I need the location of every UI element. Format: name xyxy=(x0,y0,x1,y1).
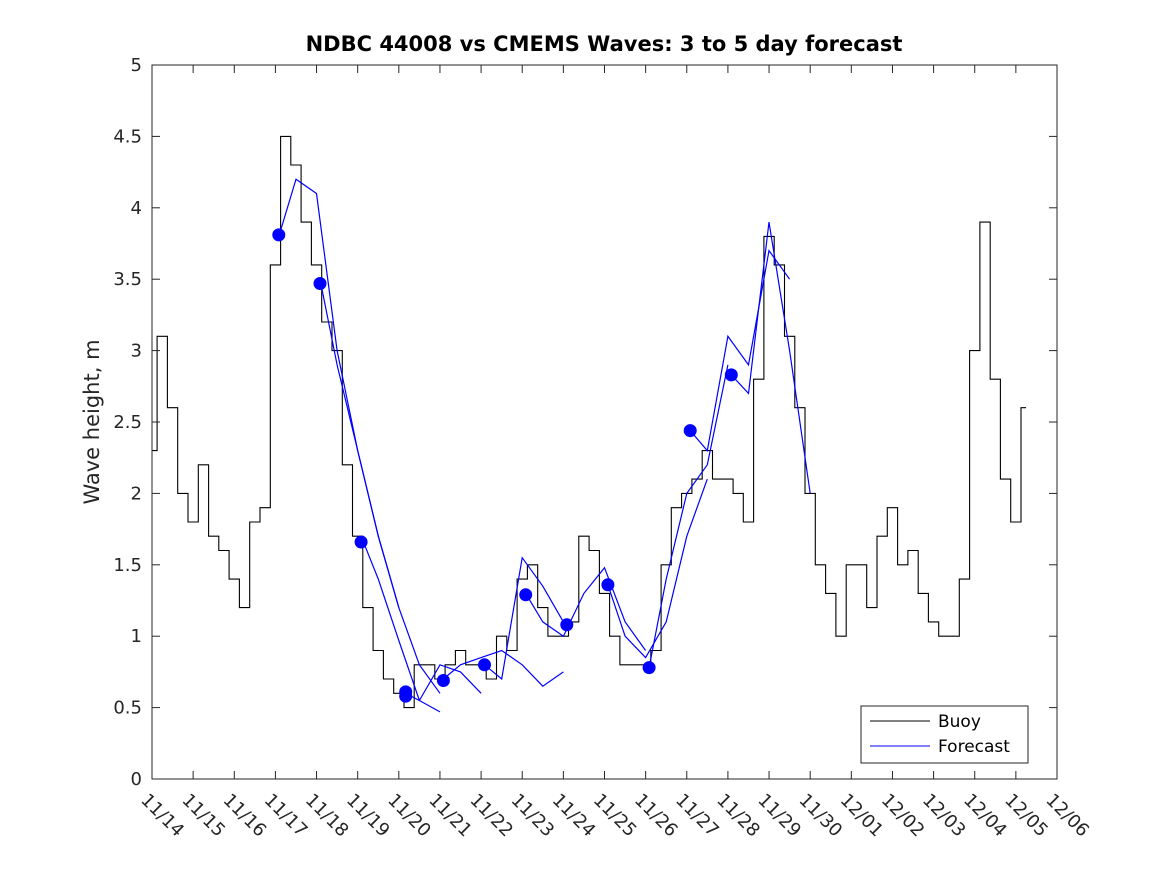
x-tick-label: 12/02 xyxy=(877,790,929,842)
forecast-start-marker xyxy=(399,689,413,703)
legend-forecast-label: Forecast xyxy=(938,737,1010,757)
x-tick-label: 11/15 xyxy=(178,790,230,842)
x-tick-label: 11/14 xyxy=(136,790,188,842)
y-tick-label: 3.5 xyxy=(113,269,142,290)
x-tick-label: 12/06 xyxy=(1041,790,1093,842)
forecast-start-marker xyxy=(519,588,533,602)
x-tick-label: 11/20 xyxy=(383,790,435,842)
y-axis: 0 0.5 1 1.5 2 2.5 3 3.5 4 4.5 5 xyxy=(113,55,1057,790)
forecast-start-marker xyxy=(478,658,491,672)
legend: Buoy Forecast xyxy=(860,705,1029,764)
forecast-start-marker xyxy=(313,277,327,290)
forecast-start-marker xyxy=(560,618,574,632)
legend-buoy-label: Buoy xyxy=(938,712,981,732)
buoy-series-line xyxy=(152,135,1027,709)
chart-title: NDBC 44008 vs CMEMS Waves: 3 to 5 day fo… xyxy=(306,32,903,56)
forecast-series-line xyxy=(607,478,708,659)
x-tick-label: 11/27 xyxy=(671,790,723,842)
x-tick-label: 11/17 xyxy=(260,790,312,842)
x-tick-label: 11/23 xyxy=(507,790,559,842)
forecast-start-markers xyxy=(272,228,738,703)
forecast-start-marker xyxy=(272,228,286,242)
x-tick-label: 11/21 xyxy=(424,790,476,842)
x-tick-label: 11/16 xyxy=(219,790,271,842)
x-tick-label: 12/03 xyxy=(918,790,970,842)
forecast-start-marker xyxy=(436,674,450,687)
x-tick-label: 11/25 xyxy=(589,790,641,842)
x-tick-label: 12/05 xyxy=(1000,790,1052,842)
y-tick-label: 4.5 xyxy=(113,126,142,147)
forecast-start-marker xyxy=(601,578,615,592)
plot-lines xyxy=(152,135,1027,713)
y-tick-label: 3 xyxy=(131,341,142,362)
plot-area-frame xyxy=(151,64,1058,780)
y-tick-label: 5 xyxy=(131,55,142,76)
forecast-series-line xyxy=(525,566,647,651)
x-tick-label: 11/19 xyxy=(342,790,394,842)
x-tick-label: 11/28 xyxy=(712,790,764,842)
x-tick-label: 12/01 xyxy=(836,790,888,842)
y-axis-label: Wave height, m xyxy=(80,339,104,504)
y-tick-label: 2.5 xyxy=(113,412,142,433)
forecast-start-marker xyxy=(354,535,368,549)
forecast-series-line xyxy=(484,556,564,681)
x-tick-label: 11/22 xyxy=(466,790,518,842)
y-tick-label: 1.5 xyxy=(113,555,142,576)
x-tick-label: 11/18 xyxy=(301,790,353,842)
x-tick-label: 11/30 xyxy=(795,790,847,842)
forecast-series-line xyxy=(405,664,482,702)
forecast-series-line xyxy=(319,279,441,694)
x-tick-label: 11/24 xyxy=(548,790,600,842)
forecast-start-marker xyxy=(724,368,738,382)
x-tick-label: 11/29 xyxy=(754,790,806,842)
forecast-start-marker xyxy=(642,661,656,675)
y-tick-label: 0 xyxy=(131,769,142,790)
forecast-series-line xyxy=(730,222,811,494)
x-tick-label: 12/04 xyxy=(959,790,1011,842)
x-tick-label: 11/26 xyxy=(630,790,682,842)
forecast-start-marker xyxy=(683,424,697,438)
forecast-series-line xyxy=(443,649,564,687)
forecast-series-line xyxy=(360,535,441,713)
y-tick-label: 0.5 xyxy=(113,698,142,719)
y-tick-label: 1 xyxy=(131,626,142,647)
y-tick-label: 2 xyxy=(131,483,142,504)
forecast-series-line xyxy=(689,249,791,452)
forecast-series-line xyxy=(648,364,729,668)
legend-box xyxy=(860,705,1029,764)
y-tick-label: 4 xyxy=(131,198,142,219)
